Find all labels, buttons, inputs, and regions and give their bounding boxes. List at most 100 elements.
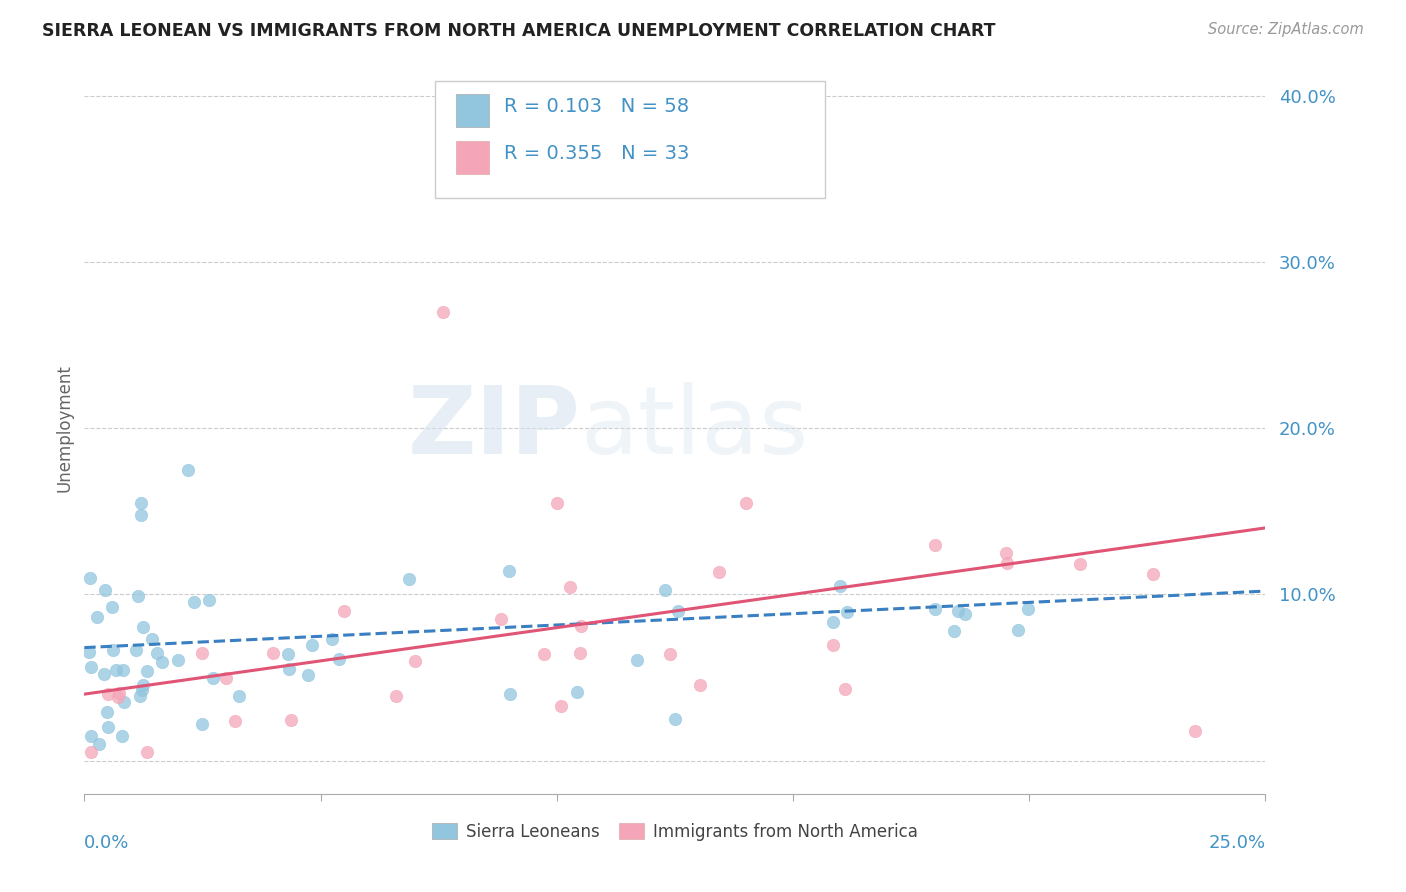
Point xyxy=(93,666,115,681)
Point xyxy=(183,595,205,609)
Point xyxy=(107,690,129,704)
Point xyxy=(77,644,100,658)
Point xyxy=(132,620,155,634)
Point xyxy=(129,508,152,522)
Point xyxy=(129,496,152,510)
Point xyxy=(127,589,149,603)
Point xyxy=(995,556,1018,570)
Legend: Sierra Leoneans, Immigrants from North America: Sierra Leoneans, Immigrants from North A… xyxy=(426,816,924,847)
Point xyxy=(664,712,686,726)
Point xyxy=(202,671,225,685)
Text: ZIP: ZIP xyxy=(408,382,581,475)
Point xyxy=(301,638,323,652)
Point xyxy=(398,572,420,586)
Point xyxy=(924,537,946,551)
Point xyxy=(94,582,117,597)
Point xyxy=(215,671,238,685)
Point xyxy=(565,684,588,698)
Point xyxy=(404,654,426,668)
Point xyxy=(333,604,356,618)
Point xyxy=(823,638,845,652)
Point xyxy=(167,652,190,666)
Point xyxy=(280,713,302,727)
Point xyxy=(80,745,103,759)
Point xyxy=(707,565,730,579)
Point xyxy=(297,668,319,682)
Point xyxy=(141,632,163,646)
Point xyxy=(924,601,946,615)
Point xyxy=(689,678,711,692)
Text: 0.0%: 0.0% xyxy=(84,834,129,852)
Point xyxy=(546,496,568,510)
Point xyxy=(498,564,520,578)
Point xyxy=(837,605,859,619)
Point xyxy=(489,612,512,626)
Point xyxy=(994,546,1017,560)
Point xyxy=(79,571,101,585)
Point xyxy=(569,619,592,633)
Point xyxy=(823,615,845,629)
Point xyxy=(112,663,135,677)
Point xyxy=(948,604,970,618)
Point xyxy=(131,683,153,698)
Point xyxy=(953,607,976,621)
Point xyxy=(1017,602,1039,616)
Point xyxy=(498,687,520,701)
Point xyxy=(198,592,221,607)
Point xyxy=(277,662,299,676)
Point xyxy=(432,305,454,319)
Point xyxy=(105,663,128,677)
Point xyxy=(626,653,648,667)
Point xyxy=(666,604,689,618)
Point xyxy=(834,681,856,696)
Text: 25.0%: 25.0% xyxy=(1208,834,1265,852)
Point xyxy=(191,646,214,660)
Point xyxy=(86,609,108,624)
Point xyxy=(191,717,214,731)
Point xyxy=(1007,623,1029,637)
Point xyxy=(262,646,284,660)
Point xyxy=(385,689,408,703)
Point xyxy=(112,696,135,710)
Point xyxy=(1069,557,1091,571)
Point xyxy=(328,652,350,666)
Point xyxy=(96,705,118,719)
Point xyxy=(830,579,852,593)
Point xyxy=(87,737,110,751)
Point xyxy=(558,580,581,594)
Point xyxy=(97,687,120,701)
Point xyxy=(943,624,966,638)
Point xyxy=(111,729,134,743)
Y-axis label: Unemployment: Unemployment xyxy=(55,364,73,492)
Text: R = 0.355   N = 33: R = 0.355 N = 33 xyxy=(503,145,689,163)
Text: SIERRA LEONEAN VS IMMIGRANTS FROM NORTH AMERICA UNEMPLOYMENT CORRELATION CHART: SIERRA LEONEAN VS IMMIGRANTS FROM NORTH … xyxy=(42,22,995,40)
Bar xyxy=(457,142,489,174)
Point xyxy=(124,642,146,657)
Point xyxy=(135,745,157,759)
FancyBboxPatch shape xyxy=(434,81,825,198)
Point xyxy=(101,599,124,614)
Point xyxy=(228,689,250,703)
Point xyxy=(145,646,167,660)
Point xyxy=(533,647,555,661)
Point xyxy=(321,632,343,647)
Point xyxy=(734,496,756,510)
Text: Source: ZipAtlas.com: Source: ZipAtlas.com xyxy=(1208,22,1364,37)
Point xyxy=(177,463,200,477)
Point xyxy=(658,648,681,662)
Text: atlas: atlas xyxy=(581,382,808,475)
Point xyxy=(550,698,572,713)
Point xyxy=(128,690,150,704)
Point xyxy=(132,678,155,692)
Point xyxy=(103,642,125,657)
Text: R = 0.103   N = 58: R = 0.103 N = 58 xyxy=(503,97,689,116)
Point xyxy=(80,660,103,674)
Point xyxy=(1142,566,1164,581)
Point xyxy=(152,655,174,669)
Point xyxy=(136,664,159,678)
Point xyxy=(569,646,592,660)
Bar xyxy=(457,94,489,127)
Point xyxy=(108,686,131,700)
Point xyxy=(654,582,676,597)
Point xyxy=(80,729,103,743)
